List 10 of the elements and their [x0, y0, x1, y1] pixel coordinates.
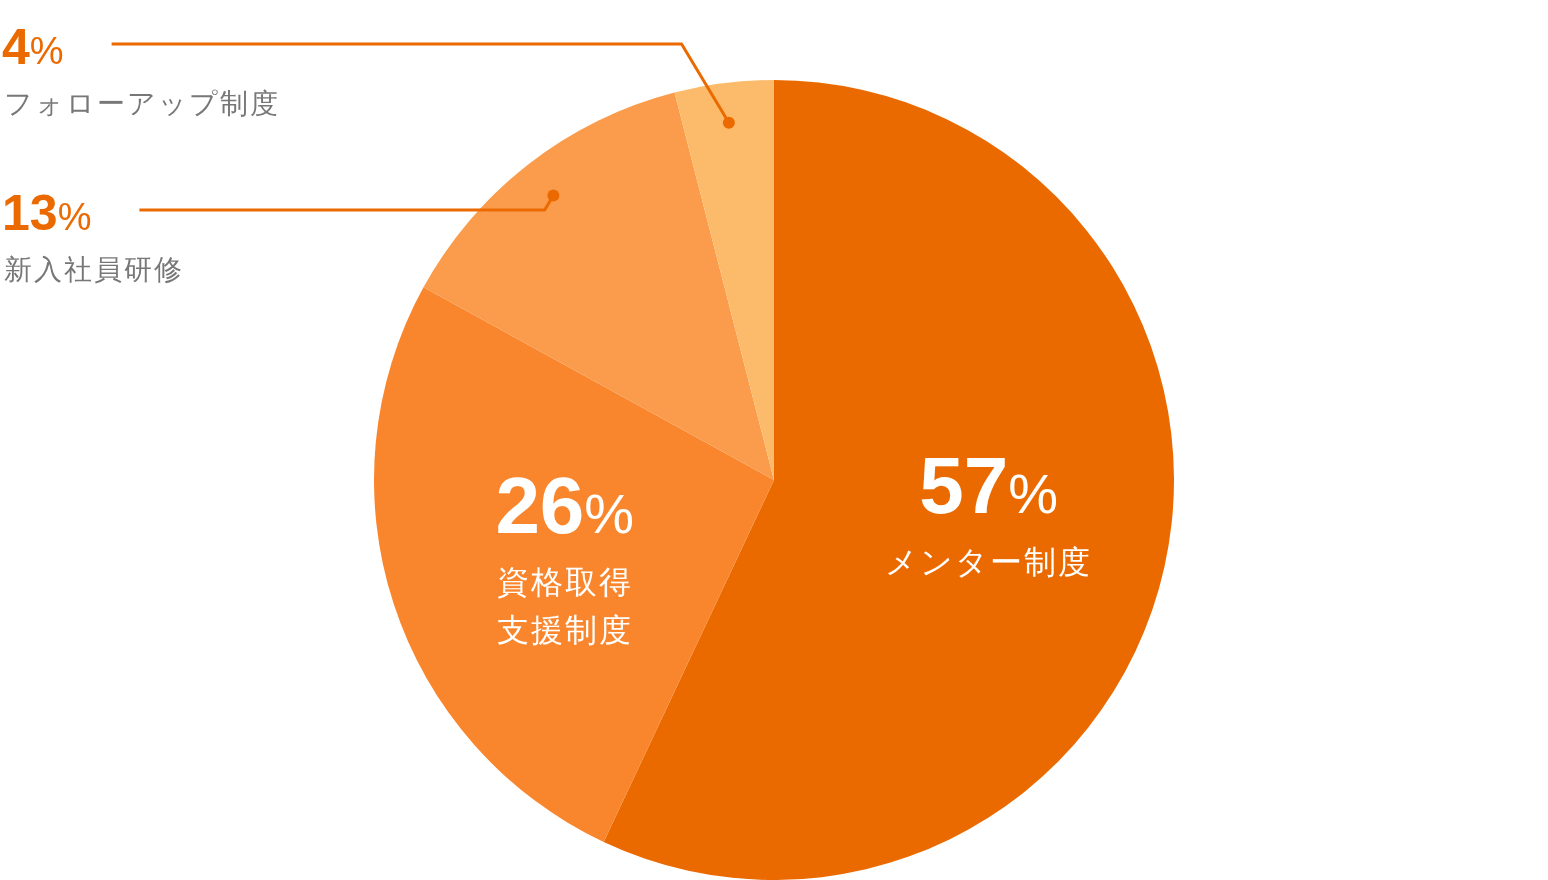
slice-label: 資格取得支援制度: [496, 563, 633, 648]
pie-slice: [374, 287, 774, 842]
pie-slice: [674, 80, 774, 480]
data-label: 13%: [2, 185, 92, 241]
data-label: 4%: [2, 19, 64, 75]
data-label: 26%: [495, 460, 635, 550]
slice-label: メンター制度: [885, 543, 1093, 580]
slice-label: 新入社員研修: [4, 254, 184, 285]
slice-label: フォローアップ制度: [4, 88, 280, 119]
data-label: 57%: [919, 440, 1059, 530]
